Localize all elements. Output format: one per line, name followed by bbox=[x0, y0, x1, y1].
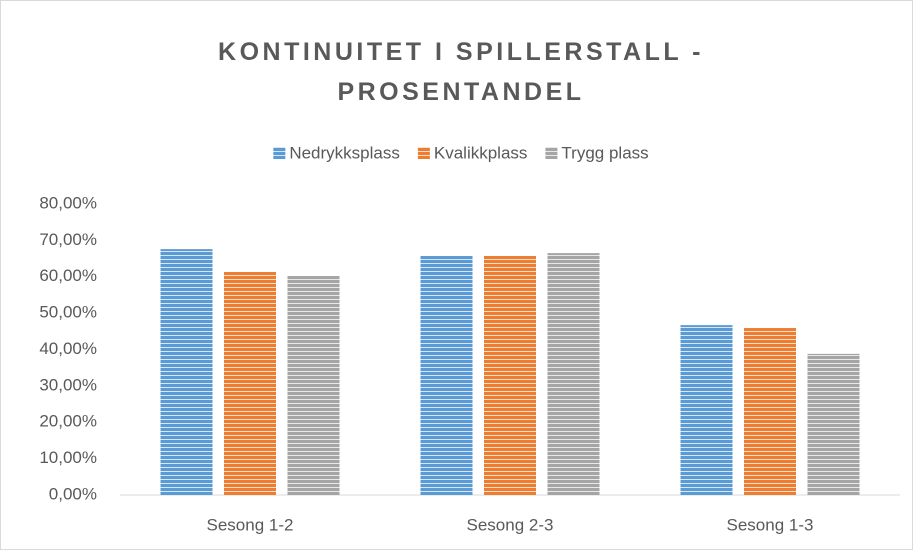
bar bbox=[160, 249, 213, 495]
bar bbox=[680, 325, 733, 495]
x-tick-label: Sesong 1-3 bbox=[727, 515, 814, 534]
y-tick-label: 80,00% bbox=[39, 193, 97, 212]
bar bbox=[287, 276, 340, 495]
y-tick-label: 40,00% bbox=[39, 339, 97, 358]
bar bbox=[420, 256, 473, 495]
x-tick-label: Sesong 2-3 bbox=[467, 515, 554, 534]
y-tick-label: 10,00% bbox=[39, 448, 97, 467]
bar bbox=[807, 353, 860, 495]
legend-label: Kvalikkplass bbox=[434, 143, 528, 162]
bar bbox=[547, 253, 600, 495]
legend-swatch bbox=[273, 147, 286, 159]
x-tick-label: Sesong 1-2 bbox=[207, 515, 294, 534]
bar bbox=[224, 272, 276, 495]
y-tick-label: 20,00% bbox=[39, 412, 97, 431]
y-tick-label: 60,00% bbox=[39, 266, 97, 285]
y-tick-label: 70,00% bbox=[39, 230, 97, 249]
legend-label: Trygg plass bbox=[561, 143, 648, 162]
legend-swatch bbox=[417, 147, 430, 159]
y-tick-label: 50,00% bbox=[39, 303, 97, 322]
bar bbox=[484, 256, 536, 495]
bar bbox=[744, 328, 796, 495]
y-tick-label: 0,00% bbox=[49, 484, 97, 503]
legend-swatch bbox=[545, 147, 558, 159]
legend-label: Nedrykksplass bbox=[289, 143, 400, 162]
y-tick-label: 30,00% bbox=[39, 375, 97, 394]
chart-title: KONTINUITET I SPILLERSTALL - PROSENTANDE… bbox=[218, 38, 704, 106]
